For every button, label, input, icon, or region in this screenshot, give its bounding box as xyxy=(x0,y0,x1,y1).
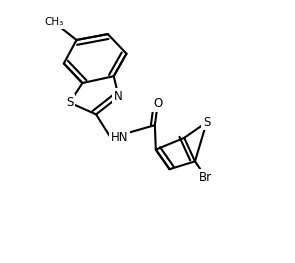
Text: CH₃: CH₃ xyxy=(44,17,64,27)
Text: HN: HN xyxy=(111,131,128,144)
Text: Br: Br xyxy=(199,170,212,184)
Text: S: S xyxy=(203,116,210,129)
Text: N: N xyxy=(114,90,123,103)
Text: O: O xyxy=(153,97,163,110)
Text: S: S xyxy=(66,96,73,109)
